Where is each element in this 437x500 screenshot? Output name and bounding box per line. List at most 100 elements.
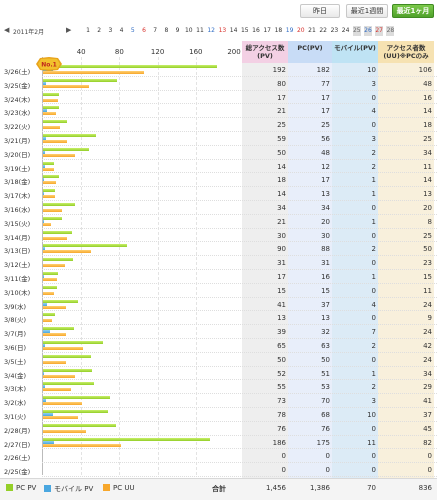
date-label: 3/22(火): [4, 123, 31, 132]
bar-pcpv: [43, 244, 128, 248]
cell-mobile: 2: [371, 383, 376, 392]
bar-mobile: [43, 302, 47, 306]
calendar-day-20[interactable]: 20: [296, 27, 305, 34]
cell-uu: 11: [423, 286, 432, 295]
cell-mobile: 0: [371, 355, 376, 364]
cell-mobile: 7: [371, 328, 376, 337]
calendar-day-8[interactable]: 8: [164, 27, 169, 34]
calendar-day-19[interactable]: 19: [285, 27, 294, 34]
calendar-day-1[interactable]: 1: [86, 27, 90, 34]
calendar-day-3[interactable]: 3: [108, 27, 113, 34]
calendar-day-7[interactable]: 7: [153, 27, 158, 34]
bar-mobile: [43, 150, 45, 154]
bar-pcuu: [43, 236, 67, 240]
date-label: 3/2(水): [4, 399, 27, 408]
cell-uu: 18: [423, 121, 432, 130]
cell-total: 55: [277, 383, 286, 392]
next-month-arrow-icon[interactable]: ▶: [66, 26, 72, 34]
calendar-day-15[interactable]: 15: [240, 27, 249, 34]
calendar-day-18[interactable]: 18: [274, 27, 283, 34]
calendar-day-11[interactable]: 11: [196, 27, 204, 34]
legend-pc-pv: PC PV: [6, 484, 36, 492]
calendar-day-23[interactable]: 23: [330, 27, 339, 34]
calendar-day-24[interactable]: 24: [341, 27, 350, 34]
total-label: 合計: [212, 485, 226, 493]
cell-total: 14: [277, 162, 286, 171]
calendar-day-14[interactable]: 14: [229, 27, 238, 34]
row-divider: [42, 282, 437, 284]
calendar-day-28[interactable]: 28: [386, 26, 395, 36]
prev-month-arrow-icon[interactable]: ◀: [4, 26, 10, 34]
bar-mobile: [43, 330, 50, 334]
cell-mobile: 1: [371, 190, 376, 199]
cell-mobile: 3: [371, 135, 376, 143]
yesterday-button[interactable]: 昨日: [300, 4, 340, 18]
cell-uu: 50: [423, 245, 432, 254]
cell-pc: 48: [321, 148, 330, 157]
bar-pcuu: [43, 402, 83, 406]
date-label: 3/4(金): [4, 371, 27, 380]
bar-pcpv: [43, 285, 58, 289]
cell-total: 73: [277, 397, 286, 406]
bar-pcuu: [43, 443, 122, 447]
calendar-day-4[interactable]: 4: [119, 27, 124, 34]
cell-total: 0: [281, 452, 286, 461]
calendar-day-16[interactable]: 16: [252, 27, 260, 34]
date-label: 3/11(金): [4, 275, 31, 283]
bar-pcuu: [43, 181, 57, 185]
date-label: 3/20(日): [4, 150, 31, 159]
last-week-button[interactable]: 最近1週間: [346, 4, 388, 18]
calendar-day-10[interactable]: 10: [184, 27, 193, 34]
calendar-day-5[interactable]: 5: [130, 27, 135, 34]
row-divider: [42, 131, 437, 132]
cell-pc: 17: [321, 93, 330, 102]
cell-pc: 0: [325, 452, 330, 461]
calendar-day-2[interactable]: 2: [97, 27, 102, 34]
row-divider: [42, 393, 437, 395]
bar-mobile: [43, 440, 54, 444]
calendar-day-27[interactable]: 27: [375, 26, 384, 36]
bar-pcuu: [43, 126, 61, 130]
calendar-day-13[interactable]: 13: [218, 27, 227, 34]
cell-total: 41: [277, 300, 286, 309]
cell-total: 31: [277, 259, 286, 268]
calendar-day-25[interactable]: 25: [352, 26, 361, 36]
calendar-day-17[interactable]: 17: [263, 27, 271, 34]
cell-uu: 0: [427, 466, 432, 475]
cell-total: 13: [277, 314, 286, 323]
row-divider: [42, 324, 437, 326]
bar-pcuu: [43, 360, 66, 364]
cell-mobile: 0: [371, 424, 376, 433]
cell-mobile: 0: [371, 259, 376, 268]
cell-total: 52: [277, 369, 286, 378]
mobile-column: [332, 63, 378, 478]
date-label: 3/7(月): [4, 330, 27, 339]
calendar-month: 2011年2月: [13, 29, 45, 36]
calendar-day-21[interactable]: 21: [308, 27, 316, 34]
calendar-day-22[interactable]: 22: [319, 27, 327, 34]
bar-mobile: [43, 247, 45, 251]
cell-uu: 24: [423, 328, 432, 337]
cell-total: 90: [277, 245, 286, 254]
bar-mobile: [43, 81, 46, 85]
date-label: 3/8(火): [4, 316, 27, 325]
cell-mobile: 0: [371, 314, 376, 323]
bar-pcpv: [43, 382, 94, 386]
date-label: 3/10(木): [4, 288, 31, 297]
bar-pcpv: [43, 120, 67, 124]
last-month-button[interactable]: 最近1ヶ月: [392, 4, 434, 18]
calendar-day-26[interactable]: 26: [364, 26, 372, 36]
no1-badge-icon: No.1: [36, 57, 62, 71]
bar-pcuu: [43, 416, 79, 419]
row-divider: [42, 227, 437, 229]
bar-pcuu: [43, 278, 58, 281]
calendar-day-6[interactable]: 6: [142, 27, 146, 34]
cell-pc: 25: [321, 121, 330, 130]
calendar-day-9[interactable]: 9: [175, 27, 180, 34]
cell-uu: 37: [423, 411, 432, 419]
calendar-day-12[interactable]: 12: [207, 27, 215, 34]
total-uu: 836: [418, 484, 432, 492]
pc-column: [288, 63, 332, 478]
date-label: 3/23(水): [4, 109, 31, 118]
svg-text:No.1: No.1: [41, 62, 57, 69]
